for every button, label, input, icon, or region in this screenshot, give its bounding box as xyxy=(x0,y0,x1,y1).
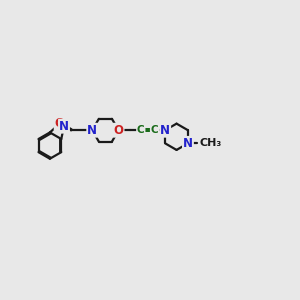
Text: C: C xyxy=(151,125,158,135)
Text: N: N xyxy=(160,124,170,137)
Text: N: N xyxy=(59,120,69,133)
Text: N: N xyxy=(87,124,97,137)
Text: O: O xyxy=(113,124,124,137)
Text: O: O xyxy=(55,117,65,130)
Text: CH₃: CH₃ xyxy=(200,138,222,148)
Text: N: N xyxy=(183,137,193,150)
Text: C: C xyxy=(137,125,145,135)
